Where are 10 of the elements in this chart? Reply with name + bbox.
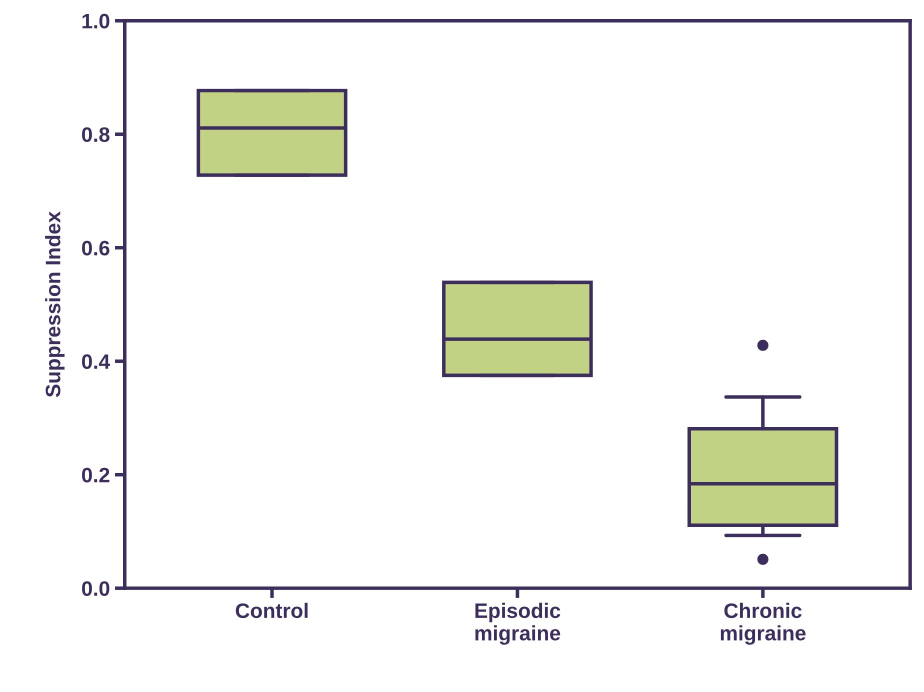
y-tick-label: 0.4 [82,354,110,369]
y-tick-label: 0.0 [82,581,110,596]
y-tick-label: 1.0 [82,14,110,29]
y-tick-label: 0.2 [82,468,110,482]
x-tick-label: Episodic migraine [475,602,560,645]
x-tick-label: Control [236,602,308,618]
y-axis-title: Suppression Index [45,211,65,398]
x-tick-label: Chronic migraine [720,602,806,645]
y-tick-label: 0.6 [82,240,110,256]
y-tick-label: 0.8 [82,127,110,142]
